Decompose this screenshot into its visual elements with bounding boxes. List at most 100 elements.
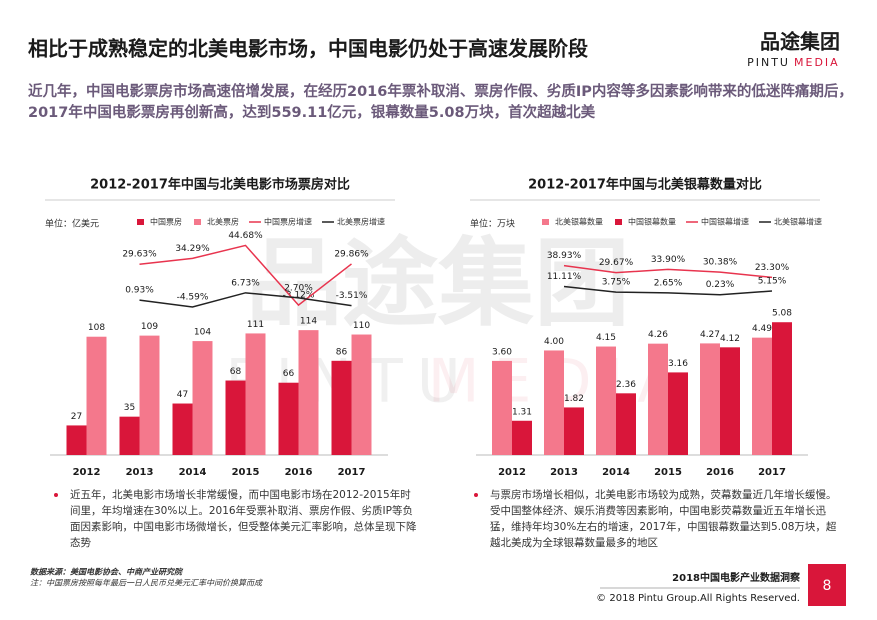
bar <box>616 393 636 455</box>
logo-sub: MEDIA <box>794 56 840 69</box>
bar <box>119 416 140 455</box>
bar <box>700 343 720 455</box>
line-label: -4.59% <box>177 292 209 302</box>
legend-swatch <box>542 219 549 225</box>
line-label: 34.29% <box>175 244 210 254</box>
x-tick-label: 2013 <box>550 467 578 478</box>
bar <box>564 407 584 455</box>
legend-label: 中国银幕数量 <box>628 217 676 227</box>
x-tick-label: 2012 <box>73 467 101 478</box>
bar-label: 35 <box>124 403 135 413</box>
x-tick-label: 2015 <box>654 467 682 478</box>
line-label: 29.63% <box>122 250 157 260</box>
bar <box>596 346 616 455</box>
bar-label: 111 <box>247 320 264 330</box>
line-label: 2.65% <box>654 278 683 288</box>
legend-label: 北美银幕增速 <box>774 217 822 227</box>
bar <box>192 341 213 455</box>
unit-label: 单位：万块 <box>470 218 515 230</box>
logo: 品途集团 <box>760 30 840 54</box>
bar <box>66 425 87 455</box>
source: 数据来源：美国电影协会、中商产业研究院 <box>30 568 184 577</box>
bar-label: 1.82 <box>564 394 584 404</box>
bar-label: 108 <box>88 323 105 333</box>
bar-label: 27 <box>71 412 82 422</box>
page-number: 8 <box>823 578 832 594</box>
growth-line <box>139 244 352 307</box>
bar-label: 4.15 <box>596 333 616 343</box>
x-tick-label: 2017 <box>338 467 366 478</box>
bar-label: 109 <box>141 322 158 332</box>
line-label: 0.93% <box>125 286 154 296</box>
bar-label: 4.00 <box>544 337 564 347</box>
unit-label: 单位：亿美元 <box>45 218 99 230</box>
intro: 近几年，中国电影票房市场高速倍增发展，在经历2016年票补取消、票房作假、劣质I… <box>28 84 853 121</box>
bar <box>331 360 352 455</box>
chart-title: 2012-2017年中国与北美银幕数量对比 <box>528 177 762 193</box>
x-tick-label: 2014 <box>602 467 630 478</box>
line-label: -3.51% <box>336 291 368 301</box>
logo-sub: PINTU <box>747 56 790 69</box>
x-tick-label: 2016 <box>706 467 734 478</box>
bar-label: 68 <box>230 367 242 377</box>
legend-label: 中国票房增速 <box>264 217 312 227</box>
bar <box>544 350 564 455</box>
note: 近五年，北美电影市场增长非常缓慢，而中国电影市场在2012-2015年时间里，年… <box>54 487 420 551</box>
line-label: 0.23% <box>706 280 735 290</box>
bar <box>668 372 688 455</box>
watermark: 品途集团 <box>246 227 630 339</box>
legend-swatch <box>615 219 622 225</box>
legend-label: 中国银幕增速 <box>701 217 749 227</box>
line-label: -3.12% <box>283 291 315 301</box>
legend-swatch <box>194 219 201 225</box>
line-label: 5.15% <box>758 277 787 287</box>
bar-label: 104 <box>194 328 211 338</box>
bar <box>492 360 512 455</box>
footer-report: 2018中国电影产业数据洞察 <box>672 571 801 584</box>
bar-label: 114 <box>300 317 317 327</box>
line-label: 29.67% <box>599 258 634 268</box>
line-label: 30.38% <box>703 258 738 268</box>
line-label: 33.90% <box>651 255 686 265</box>
line-label: 3.75% <box>602 278 631 288</box>
line-label: 29.86% <box>334 249 369 259</box>
footer-copyright: © 2018 Pintu Group.All Rights Reserved. <box>596 593 800 604</box>
x-tick-label: 2017 <box>758 467 786 478</box>
legend-swatch <box>137 219 144 225</box>
growth-line <box>139 292 352 308</box>
bar <box>298 330 319 455</box>
x-tick-label: 2012 <box>498 467 526 478</box>
line-label: 23.30% <box>755 263 790 273</box>
bar <box>278 382 299 455</box>
chart-title: 2012-2017年中国与北美电影市场票房对比 <box>90 177 350 193</box>
bar <box>351 334 372 455</box>
line-label: 2.70% <box>284 283 313 293</box>
x-tick-label: 2013 <box>126 467 154 478</box>
bar <box>86 336 107 455</box>
bar-label: 5.08 <box>772 309 792 319</box>
bar <box>512 420 532 455</box>
bar-label: 3.16 <box>668 359 688 369</box>
bar <box>720 347 740 455</box>
bar-label: 3.60 <box>492 347 512 357</box>
growth-line <box>563 264 773 279</box>
source-note: 注：中国票房按照每年最后一日人民币兑美元汇率中间价换算而成 <box>30 579 263 588</box>
line-label: 38.93% <box>547 251 582 261</box>
legend-label: 北美票房 <box>207 217 239 227</box>
line-label: 44.68% <box>228 231 263 241</box>
x-tick-label: 2015 <box>232 467 260 478</box>
bar-label: 47 <box>177 390 188 400</box>
bar-label: 110 <box>353 321 370 331</box>
growth-line <box>563 285 773 296</box>
bar <box>172 403 193 455</box>
line-label: 6.73% <box>231 278 260 288</box>
bar <box>139 335 160 455</box>
note: 与票房市场增长相似，北美电影市场较为成熟，荧幕数量近几年增长缓慢。受中国整体经济… <box>474 487 840 551</box>
bar <box>752 337 772 455</box>
line-label: 11.11% <box>547 272 582 282</box>
bar-label: 2.36 <box>616 380 636 390</box>
bar-label: 66 <box>283 369 295 379</box>
legend-label: 北美银幕数量 <box>555 217 603 227</box>
